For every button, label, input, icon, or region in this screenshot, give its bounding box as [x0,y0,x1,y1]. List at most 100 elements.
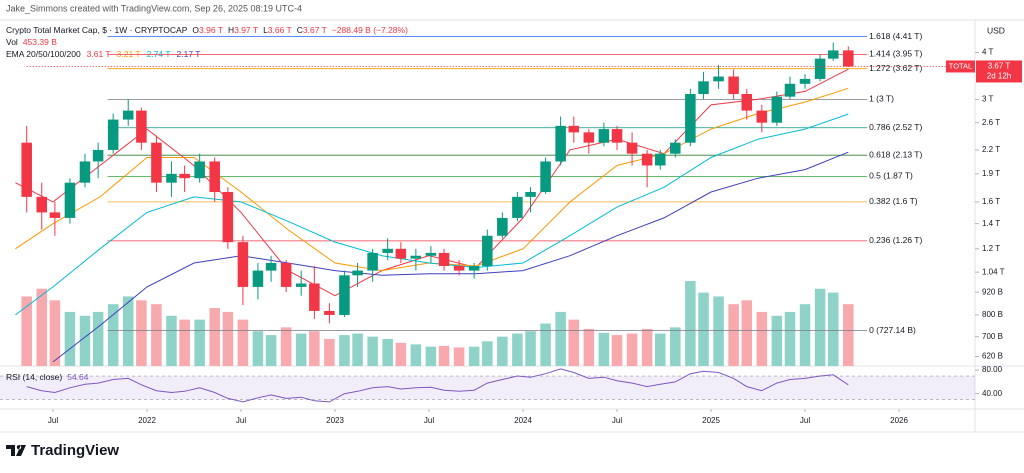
legend-text: 3.97 T [234,25,258,35]
volume-bar [698,292,709,366]
y-tick-label: 920 B [982,287,1003,296]
volume-bar [497,336,508,366]
volume-bar [309,331,320,366]
rsi-band [0,376,975,400]
candle-body [194,161,205,179]
legend-text: 453.39 B [23,37,57,47]
volume-bar [843,304,854,366]
rsi-tick-label: 80.00 [982,365,1003,374]
candle-body [295,283,307,287]
candle-body [367,252,378,271]
fib-label: 0.236 (1.26 T) [869,235,922,245]
candle-body [92,149,104,162]
volume-bar [568,319,580,366]
candle-body [555,125,566,162]
candle-body [482,235,493,266]
fib-label: 0.786 (2.52 T) [869,122,922,132]
volume-bar [756,311,768,366]
rsi-tick-label: 40.00 [982,389,1003,398]
volume-bar [295,333,307,366]
volume-bar [655,333,666,366]
legend-row: Vol 453.39 B [6,37,57,47]
badge-name: TOTAL [949,61,972,70]
x-tick-label: 2025 [702,416,720,425]
volume-bar [49,300,61,366]
volume-bar [339,335,350,366]
candle-body [395,248,407,259]
volume-bar [324,338,335,366]
volume-bar [410,344,422,366]
candle-body [209,161,220,192]
x-tick-label: Jul [236,416,246,425]
volume-bar [771,315,783,366]
candle-body [324,310,335,315]
volume-bar [107,304,119,366]
x-tick-label: Jul [424,416,434,425]
candle-body [525,191,536,197]
candle-body [309,283,320,311]
volume-bar [626,333,638,366]
candle-body [598,129,610,143]
x-tick-label: Jul [800,416,810,425]
candle-body [497,217,508,236]
volume-bar [598,332,610,366]
volume-bar [265,335,277,366]
candle-body [843,50,854,67]
candle-body [352,270,363,276]
credit: Jake_Simmons created with TradingView.co… [6,3,302,13]
volume-bar [64,311,76,366]
candle-body [771,96,783,123]
candle-body [252,270,264,287]
badge-countdown: 2d 12h [987,72,1011,81]
volume-bar [641,328,653,366]
x-tick-label: 2022 [138,416,156,425]
candle-body [814,58,826,79]
candle-body [626,142,638,154]
candle-body [784,83,796,97]
legend-text: L [263,25,268,35]
legend-text: 3.96 T [199,25,223,35]
candle-body [611,129,623,143]
volume-bar [36,288,48,366]
logo-icon [6,445,26,456]
fib-label: 0.382 (1.6 T) [869,196,918,206]
badge-value-bg [976,60,1022,83]
candle-body [410,255,422,259]
volume-bar [438,345,450,366]
legend-text: 3.67 T [303,25,327,35]
volume-bar [136,300,147,366]
volume-bar [209,308,220,366]
volume-bar [395,342,407,366]
candle-body [79,161,91,183]
y-tick-label: 1.04 T [982,267,1005,276]
brand: TradingView [31,442,119,459]
volume-bar [814,288,826,366]
volume-bar [741,300,753,366]
candle-body [512,196,523,218]
y-tick-label: 1.6 T [982,197,1000,206]
volume-bar [280,327,292,366]
x-tick-label: Jul [48,416,58,425]
ema-line [52,151,849,363]
rsi-legend: RSI (14, close) 54.64 [6,372,89,382]
x-tick-label: 2023 [326,416,344,425]
candle-body [265,262,277,271]
candle-body [36,196,48,213]
candle-body [698,81,709,94]
candle-body [49,212,61,218]
volume-bar [222,311,234,366]
candle-body [179,173,190,179]
volume-bar [827,292,839,366]
candle-body [453,265,465,271]
volume-bar [194,319,205,366]
y-tick-label: 3 T [982,94,994,103]
y-tick-label: 2.2 T [982,145,1000,154]
volume-bar [670,327,681,366]
volume-bar [367,336,378,366]
fib-label: 1 (3 T) [869,94,894,104]
candle-body [685,93,696,143]
volume-bar [713,296,724,366]
candle-body [122,110,134,120]
rsi-label: RSI (14, close) [6,372,62,382]
